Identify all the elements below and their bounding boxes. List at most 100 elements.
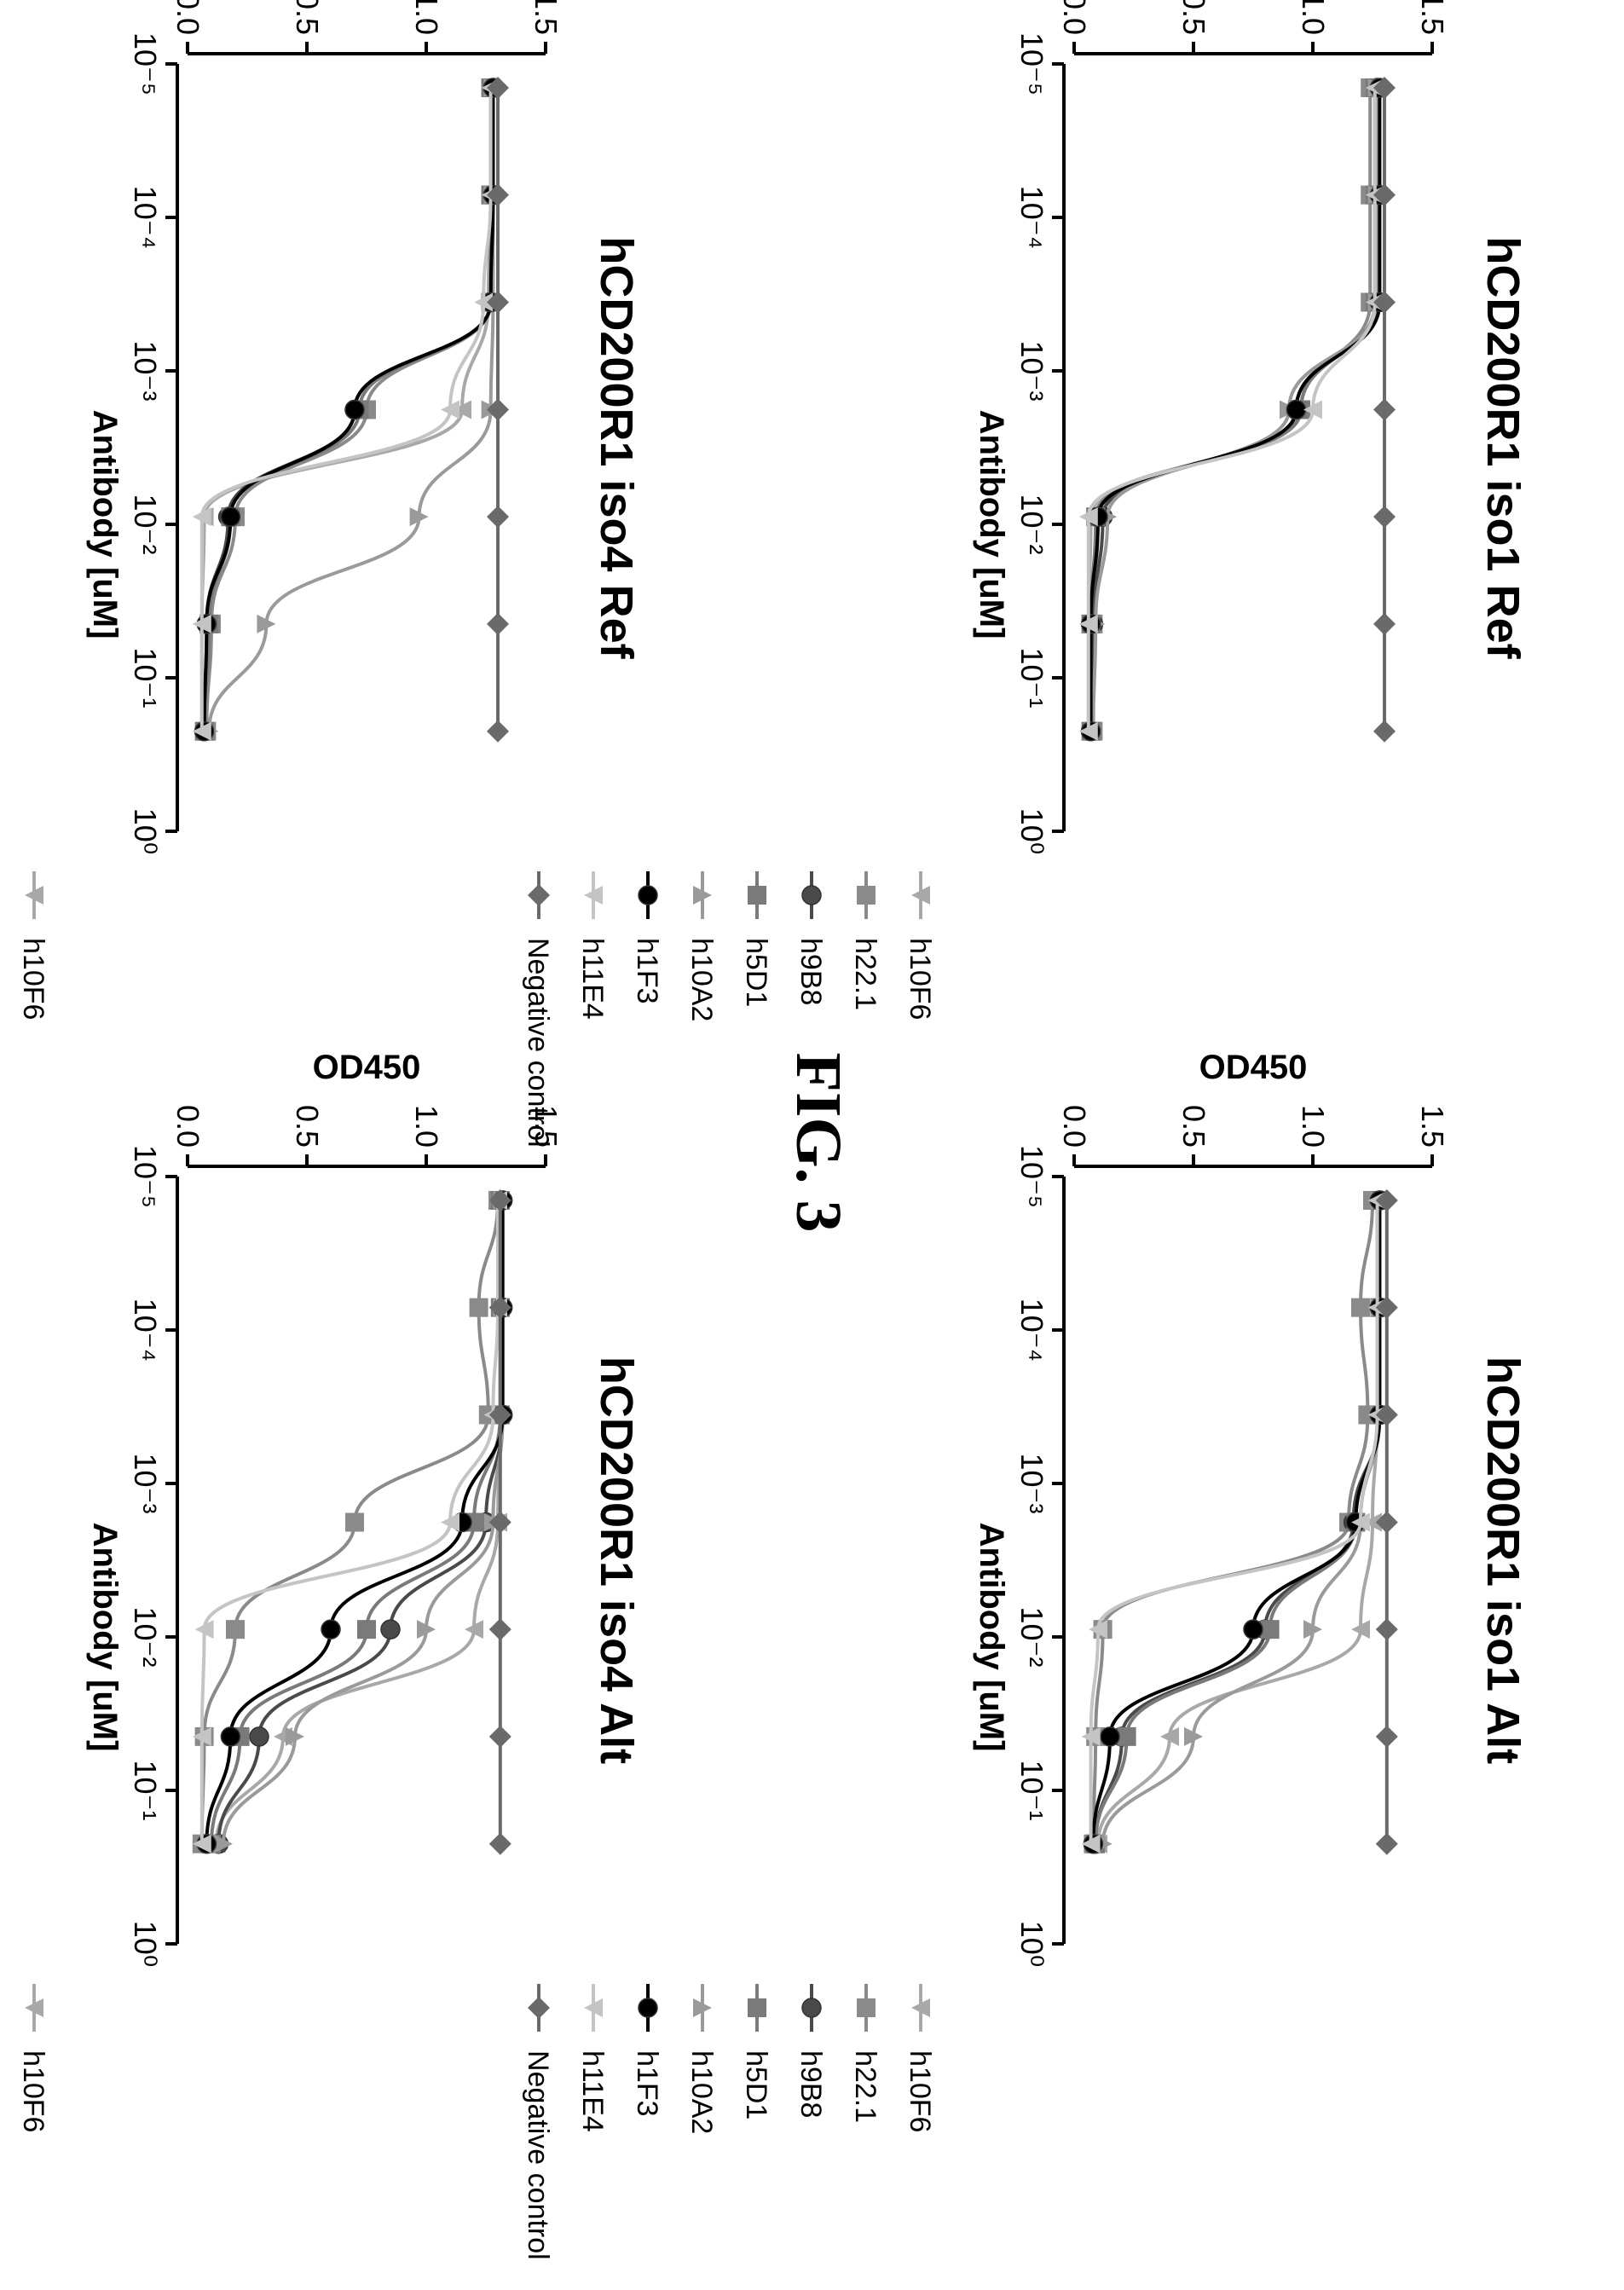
data-point-negative-control [1373,612,1396,635]
y-tick-label: 0.5 [290,0,325,35]
legend-marker-h10a2 [693,1998,712,2017]
legend-marker-h10f6 [25,886,43,905]
data-point-h11e4 [192,1726,211,1746]
series-h9b8 [1085,1190,1390,1854]
x-tick-label: 10⁻³ [128,340,163,401]
data-point-h5d1 [357,1620,376,1639]
data-point-h11e4 [1089,1620,1107,1639]
x-tick-label: 10⁻² [1014,1606,1049,1667]
legend-label-h10f6: h10F6 [17,938,49,1020]
legend-label-h5d1: h5D1 [740,938,772,1007]
data-point-h11e4 [1081,1834,1101,1853]
y-tick-label: 1.5 [1415,0,1450,35]
series-h9b8 [1080,78,1388,742]
x-axis-label: Antibody [uM] [86,410,124,639]
data-point-h10a2 [417,1620,436,1639]
data-point-h1f3 [1243,1619,1263,1639]
figure-title: FIG. 3 [783,1052,854,1232]
legend: h10F6h22.1h9B8h5D1h10A2h1F3h11E4Negative… [522,1984,936,2260]
legend-marker-h22-1 [857,1998,876,2017]
x-tick-label: 10⁰ [1014,808,1049,854]
legend-label-h22-1: h22.1 [849,938,881,1010]
data-point-h10f6 [1351,1620,1370,1639]
series-line-h22-1 [1091,87,1373,732]
data-point-h11e4 [192,721,211,741]
y-axis-label: OD450 [313,1049,421,1086]
data-point-h10a2 [214,1834,233,1853]
data-point-negative-control [1373,720,1396,743]
x-axis-label: Antibody [uM] [973,410,1010,639]
y-tick-label: 0.5 [1176,1105,1211,1148]
legend-label-h9b8: h9B8 [795,2050,827,2118]
data-point-h9b8 [380,1619,401,1639]
x-tick-label: 10⁰ [1014,1921,1049,1967]
legend: h10F6h22.1h9B8h5D1h10A2h1F3h11E4Negative… [17,871,49,1020]
series-h11e4 [1078,78,1384,741]
data-point-h11e4 [441,1512,459,1532]
series-line-h9b8 [1089,87,1379,732]
series-negative-control [1373,76,1396,743]
data-point-h11e4 [192,507,211,527]
legend-marker-h1f3 [638,1998,658,2018]
data-point-h11e4 [1078,507,1098,527]
data-point-negative-control [1373,183,1396,206]
legend-label-negative-control: Negative control [522,2050,554,2260]
legend-label-h9b8: h9B8 [795,938,827,1005]
series-h22-1 [1084,78,1380,741]
data-point-h10a2 [1184,1726,1203,1746]
data-point-negative-control [1375,1725,1398,1748]
charts-layer: hCD200R1 iso4 Ref 10⁻⁵ 10⁻⁴ 10⁻³ 10⁻² 10⁻¹ 10⁰… [17,0,1529,2260]
legend-label-h10a2: h10A2 [685,938,718,1021]
y-tick-label: 1.5 [529,0,563,35]
x-tick-label: 10⁻⁴ [1014,186,1049,250]
data-point-negative-control [487,506,509,529]
data-point-negative-control [487,183,509,206]
data-point-negative-control [487,398,509,421]
legend-marker-h10f6 [911,886,930,905]
legend-label-negative-control: Negative control [522,938,554,1148]
legend-marker-h11e4 [584,1998,603,2017]
data-point-negative-control [1373,291,1396,314]
y-tick-label: 0.0 [1057,1105,1092,1148]
legend-marker-h9b8 [801,1998,822,2018]
legend-marker-negative-control [528,884,550,906]
data-point-h22-1 [469,1298,488,1317]
chart-panel-bottom-right: hCD200R1 iso1 Alt 10⁻⁵ 10⁻⁴ 10⁻³ 10⁻² 10⁻¹ 10⁰… [522,1049,1529,2260]
y-tick-label: 1.5 [529,1105,563,1148]
y-tick-label: 1.5 [1415,1105,1450,1148]
chart-title: hCD200R1 iso4 Alt [591,1356,642,1764]
x-tick-label: 10⁰ [128,808,163,854]
x-tick-label: 10⁻³ [1014,1453,1049,1513]
data-point-negative-control [487,720,509,743]
x-tick-label: 10⁻² [128,1606,163,1667]
series-line-h10f6 [1096,1200,1379,1844]
data-point-h10f6 [1160,1726,1179,1746]
data-point-negative-control [1373,398,1396,421]
data-point-h11e4 [1303,400,1322,419]
legend-marker-negative-control [528,1997,550,2019]
series-line-h9b8 [1094,1200,1382,1844]
legend: h10F6h22.1h9B8h5D1h10A2h1F3h11E4Negative… [522,871,936,1148]
legend-label-h11e4: h11E4 [576,938,609,1020]
data-point-h11e4 [474,292,494,312]
data-point-h1f3 [1100,1726,1120,1747]
x-tick-label: 10⁻¹ [128,1760,163,1820]
data-point-h11e4 [192,614,211,633]
legend-marker-h1f3 [638,885,658,905]
data-point-negative-control [1373,76,1396,99]
data-point-h11e4 [441,400,459,419]
x-tick-label: 10⁻⁴ [128,186,163,250]
y-tick-label: 1.0 [1296,0,1331,35]
data-point-h10f6 [1363,1512,1382,1532]
x-tick-label: 10⁻³ [128,1453,163,1513]
y-tick-label: 1.0 [409,1105,444,1148]
data-point-h10f6 [465,1620,483,1639]
chart-title: hCD200R1 iso1 Ref [1477,236,1529,659]
series-negative-control [488,1188,511,1855]
legend-marker-h9b8 [801,885,822,905]
legend-marker-h10f6 [911,1998,930,2017]
x-tick-label: 10⁻⁴ [128,1298,163,1362]
data-point-h11e4 [1078,721,1098,741]
